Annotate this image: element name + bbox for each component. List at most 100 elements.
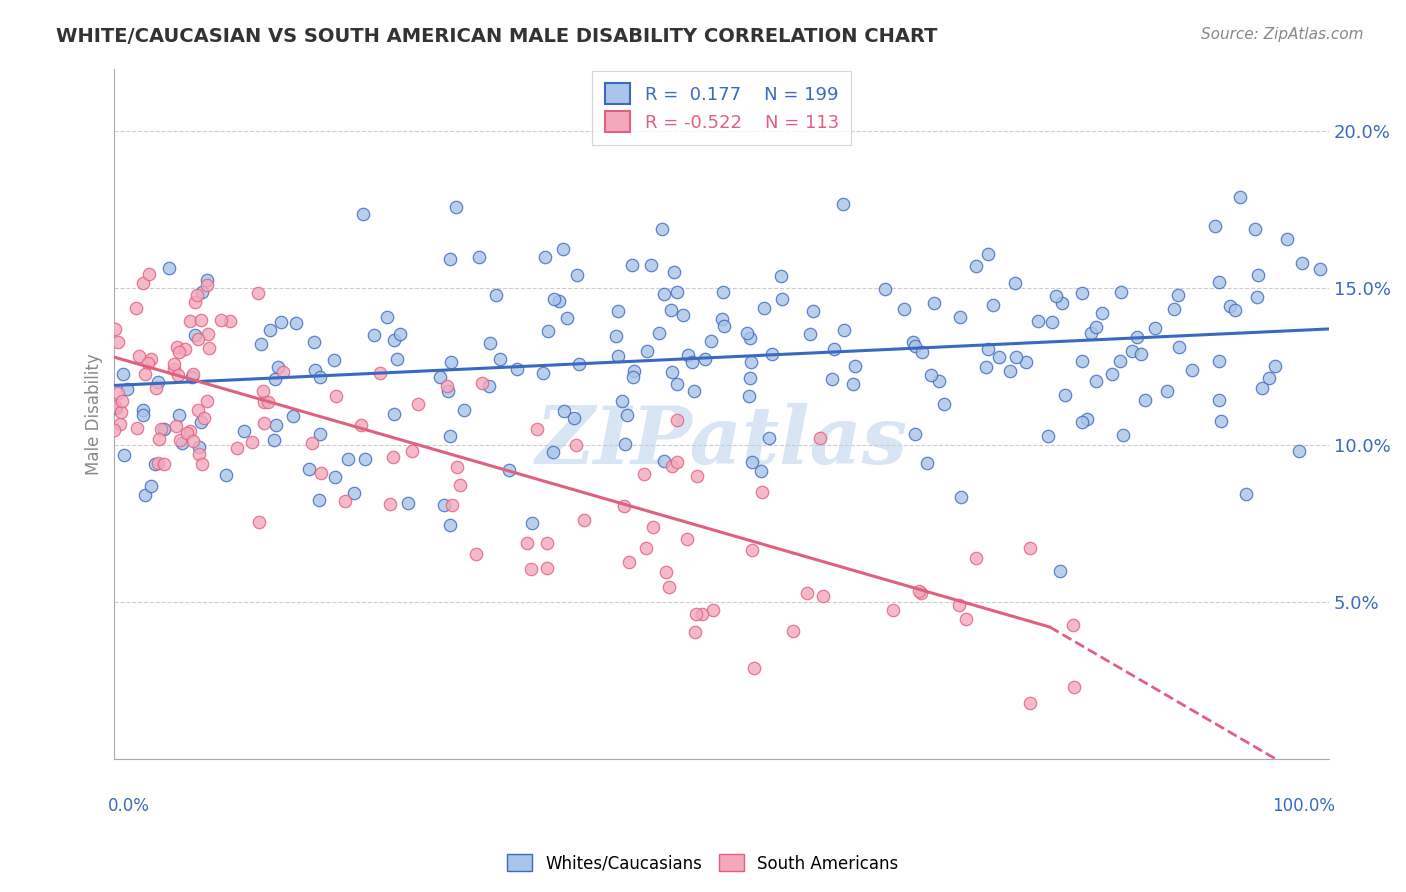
Point — [197, 326, 219, 341]
Point — [105, 401, 128, 415]
Point — [352, 207, 374, 221]
Point — [621, 259, 644, 273]
Point — [162, 362, 184, 376]
Point — [141, 479, 163, 493]
Point — [553, 243, 575, 257]
Point — [225, 441, 247, 455]
Point — [173, 342, 195, 356]
Point — [433, 498, 456, 512]
Point — [304, 334, 326, 349]
Point — [1004, 350, 1026, 364]
Point — [738, 371, 761, 385]
Point — [165, 419, 187, 434]
Point — [949, 310, 972, 325]
Point — [665, 413, 688, 427]
Point — [1076, 412, 1098, 426]
Point — [977, 246, 1000, 260]
Point — [506, 362, 529, 376]
Point — [1291, 255, 1313, 269]
Point — [534, 250, 557, 264]
Point — [183, 328, 205, 343]
Point — [686, 469, 709, 483]
Point — [271, 365, 294, 379]
Point — [253, 395, 276, 409]
Point — [981, 298, 1004, 312]
Point — [893, 302, 915, 317]
Point — [613, 437, 636, 451]
Point — [1229, 190, 1251, 204]
Point — [1080, 326, 1102, 340]
Point — [758, 431, 780, 445]
Point — [987, 350, 1010, 364]
Point — [1133, 392, 1156, 407]
Point — [1018, 541, 1040, 556]
Point — [1264, 359, 1286, 373]
Point — [233, 425, 256, 439]
Point — [612, 394, 634, 409]
Point — [478, 336, 501, 351]
Point — [180, 369, 202, 384]
Point — [623, 363, 645, 377]
Point — [1071, 415, 1094, 429]
Point — [187, 333, 209, 347]
Point — [309, 427, 332, 442]
Point — [520, 562, 543, 576]
Point — [741, 543, 763, 558]
Point — [1091, 306, 1114, 320]
Point — [396, 496, 419, 510]
Point — [453, 402, 475, 417]
Point — [1062, 618, 1084, 632]
Point — [710, 311, 733, 326]
Point — [363, 328, 385, 343]
Point — [183, 367, 205, 381]
Point — [1223, 302, 1246, 317]
Point — [308, 492, 330, 507]
Point — [111, 394, 134, 409]
Point — [1015, 355, 1038, 369]
Point — [146, 375, 169, 389]
Point — [436, 378, 458, 392]
Point — [1219, 299, 1241, 313]
Point — [1112, 427, 1135, 442]
Point — [516, 536, 538, 550]
Point — [634, 541, 657, 556]
Point — [1181, 363, 1204, 377]
Point — [751, 484, 773, 499]
Point — [621, 370, 644, 384]
Point — [166, 340, 188, 354]
Point — [699, 334, 721, 349]
Point — [998, 364, 1021, 378]
Point — [219, 314, 242, 328]
Point — [183, 294, 205, 309]
Point — [636, 344, 658, 359]
Point — [446, 459, 468, 474]
Point — [485, 288, 508, 302]
Point — [671, 308, 693, 322]
Point — [381, 450, 404, 464]
Point — [928, 374, 950, 388]
Point — [665, 376, 688, 391]
Point — [382, 407, 405, 421]
Point — [1050, 296, 1073, 310]
Point — [124, 301, 146, 316]
Point — [702, 603, 724, 617]
Point — [389, 326, 412, 341]
Point — [901, 335, 924, 350]
Point — [240, 435, 263, 450]
Point — [1156, 384, 1178, 398]
Point — [737, 326, 759, 340]
Point — [820, 372, 842, 386]
Point — [1121, 343, 1143, 358]
Point — [955, 612, 977, 626]
Point — [195, 278, 218, 293]
Point — [1109, 285, 1132, 300]
Point — [882, 602, 904, 616]
Point — [382, 333, 405, 347]
Point — [498, 463, 520, 477]
Point — [1084, 320, 1107, 334]
Point — [134, 487, 156, 501]
Point — [949, 490, 972, 504]
Point — [769, 268, 792, 283]
Point — [770, 293, 793, 307]
Point — [823, 343, 845, 357]
